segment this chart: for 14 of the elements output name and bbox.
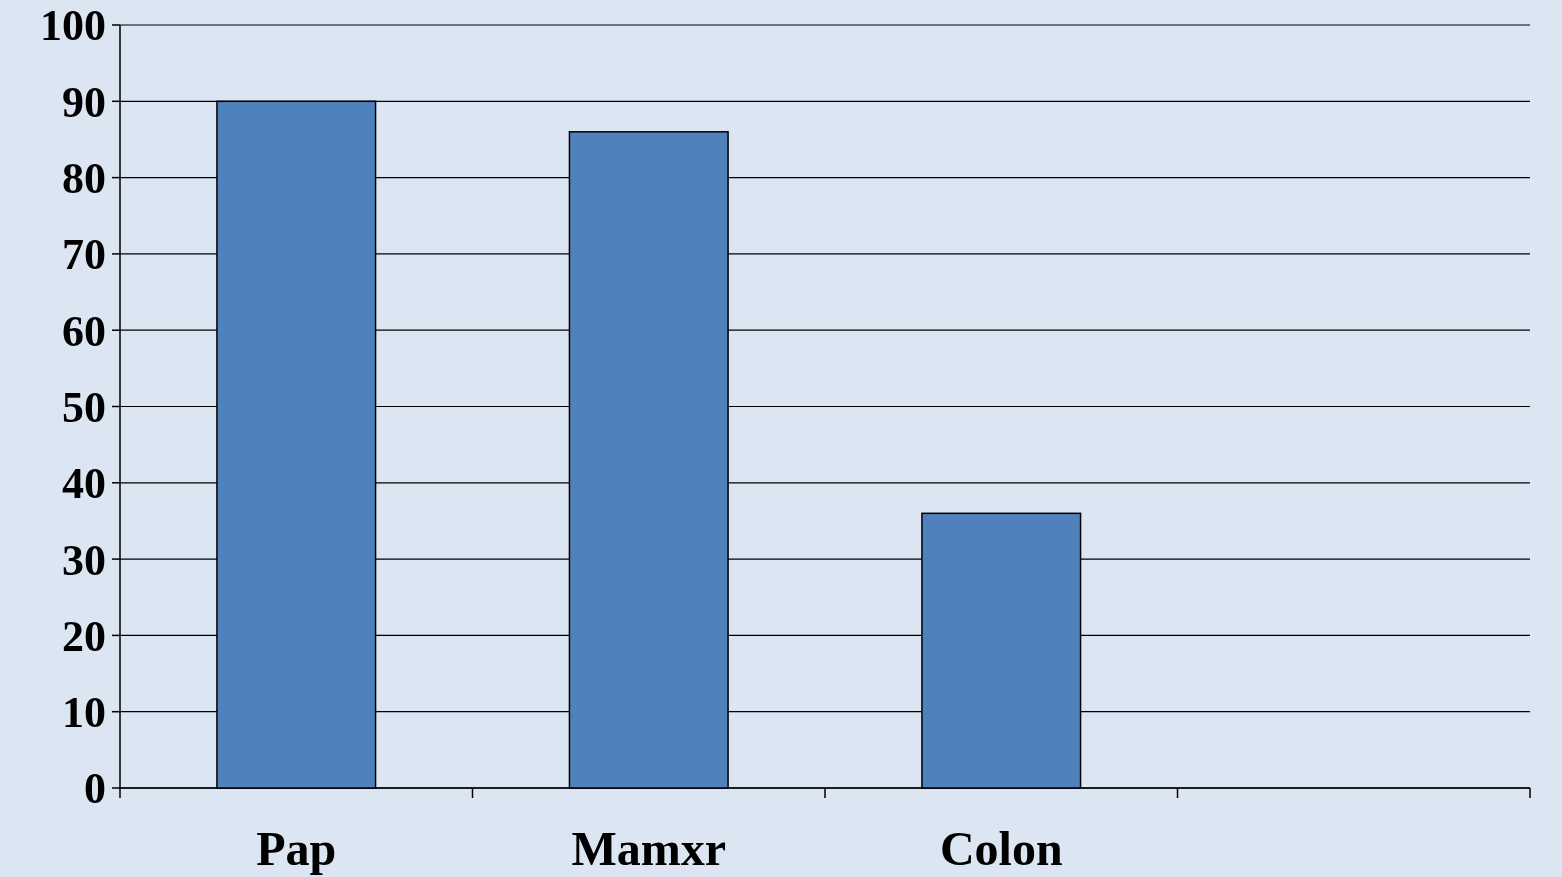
y-tick-label: 60	[62, 306, 106, 356]
y-tick-label: 30	[62, 535, 106, 585]
x-tick-label: Colon	[939, 822, 1063, 875]
y-tick-label: 50	[62, 382, 106, 432]
y-tick-label: 0	[84, 764, 106, 814]
y-tick-label: 90	[62, 77, 106, 127]
y-tick-label: 80	[62, 154, 106, 203]
y-tick-label: 70	[62, 230, 106, 280]
x-tick-label: Pap	[256, 822, 337, 875]
y-tick-label: 20	[62, 611, 106, 661]
y-tick-label: 40	[62, 459, 106, 509]
y-tick-label: 10	[62, 688, 106, 738]
x-tick-label: Mamxr	[571, 822, 727, 875]
y-tick-label: 100	[40, 1, 106, 51]
